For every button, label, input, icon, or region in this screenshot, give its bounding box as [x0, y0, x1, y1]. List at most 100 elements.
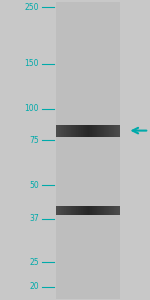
Bar — [98, 206, 99, 214]
Text: 250: 250 — [25, 3, 39, 12]
Text: 75: 75 — [29, 136, 39, 145]
Bar — [68, 206, 69, 214]
Bar — [89, 206, 90, 214]
Bar — [59, 125, 60, 136]
Bar — [114, 206, 115, 214]
Bar — [94, 125, 95, 136]
Text: 37: 37 — [29, 214, 39, 223]
Bar — [85, 206, 86, 214]
Bar — [114, 125, 115, 136]
Bar — [70, 206, 71, 214]
Bar — [75, 125, 76, 136]
Bar — [83, 125, 84, 136]
Bar — [96, 125, 97, 136]
Bar — [74, 206, 75, 214]
Bar — [82, 206, 83, 214]
Bar — [111, 206, 112, 214]
Bar — [96, 206, 97, 214]
Bar — [103, 125, 104, 136]
Bar — [63, 206, 64, 214]
Bar — [79, 206, 80, 214]
Bar — [109, 206, 110, 214]
Bar — [80, 125, 81, 136]
Bar — [92, 206, 93, 214]
Text: 50: 50 — [29, 181, 39, 190]
Bar — [95, 125, 96, 136]
Bar — [90, 206, 91, 214]
Bar — [61, 125, 62, 136]
Bar — [116, 125, 117, 136]
Bar — [105, 206, 106, 214]
Bar — [62, 125, 63, 136]
Text: 150: 150 — [25, 59, 39, 68]
Bar — [84, 125, 85, 136]
Bar — [87, 125, 88, 136]
Bar — [87, 206, 88, 214]
Bar — [76, 206, 77, 214]
Bar — [83, 206, 84, 214]
Bar — [117, 125, 118, 136]
Bar — [91, 125, 92, 136]
Bar — [58, 206, 59, 214]
Bar — [112, 125, 113, 136]
Bar — [99, 206, 100, 214]
Bar — [68, 125, 69, 136]
Bar — [64, 206, 65, 214]
Bar — [70, 125, 71, 136]
Bar — [79, 125, 80, 136]
Bar — [66, 125, 67, 136]
Text: 20: 20 — [29, 282, 39, 291]
Bar — [91, 206, 92, 214]
Bar — [71, 125, 72, 136]
Bar — [86, 206, 87, 214]
Bar — [115, 125, 116, 136]
Bar — [90, 125, 91, 136]
Bar — [116, 206, 117, 214]
Bar — [113, 206, 114, 214]
Bar — [72, 125, 73, 136]
Bar — [99, 125, 100, 136]
Bar — [107, 125, 108, 136]
Bar — [88, 125, 89, 136]
Bar — [69, 206, 70, 214]
Bar — [77, 125, 78, 136]
Bar — [93, 125, 94, 136]
Bar — [97, 125, 98, 136]
Bar — [86, 125, 87, 136]
Bar — [69, 125, 70, 136]
Bar — [104, 125, 105, 136]
Bar — [60, 206, 61, 214]
Bar — [65, 125, 66, 136]
Bar — [67, 206, 68, 214]
Bar — [58, 125, 59, 136]
Bar — [63, 125, 64, 136]
Bar — [100, 125, 101, 136]
Bar — [56, 206, 57, 214]
Bar — [85, 125, 86, 136]
Bar — [59, 206, 60, 214]
Bar — [78, 125, 79, 136]
Bar — [82, 125, 83, 136]
Bar — [113, 125, 114, 136]
Bar — [104, 206, 105, 214]
Bar — [66, 206, 67, 214]
Bar — [102, 206, 103, 214]
Bar — [118, 206, 119, 214]
Bar — [119, 125, 120, 136]
Bar — [61, 206, 62, 214]
Bar — [80, 206, 81, 214]
Bar — [94, 206, 95, 214]
Bar — [95, 206, 96, 214]
Bar — [89, 125, 90, 136]
Bar — [60, 125, 61, 136]
Bar — [98, 125, 99, 136]
Bar — [56, 2, 120, 298]
Bar — [112, 206, 113, 214]
Bar — [117, 206, 118, 214]
Bar — [78, 206, 79, 214]
Bar — [109, 125, 110, 136]
Bar — [62, 206, 63, 214]
Text: 100: 100 — [25, 104, 39, 113]
Bar — [107, 206, 108, 214]
Bar — [108, 125, 109, 136]
